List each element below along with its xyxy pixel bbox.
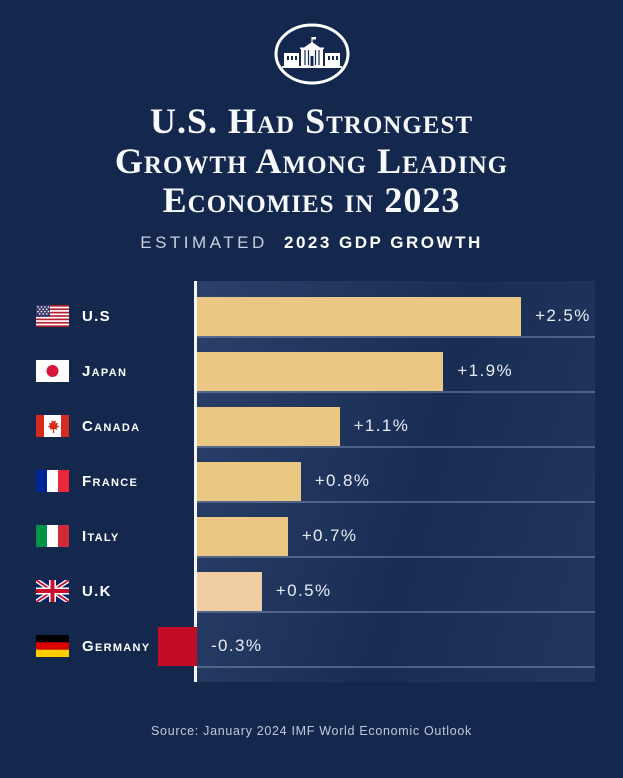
- country-label: Japan: [82, 362, 128, 380]
- bar-track: +0.7%: [197, 516, 595, 572]
- row-label: Japan: [28, 352, 197, 391]
- row-label: France: [28, 462, 197, 501]
- japan-flag-icon: [36, 360, 69, 383]
- row-label: U.S: [28, 297, 197, 336]
- bar: [197, 296, 522, 336]
- gridline: [197, 500, 595, 503]
- bar-value-label: +2.5%: [535, 306, 591, 326]
- bar-track: +0.5%: [197, 571, 595, 627]
- germany-flag-icon: [36, 635, 69, 658]
- bar-chart: U.S +2.5% Japan +1.9% Canada +1.1%: [28, 280, 595, 682]
- country-label: Germany: [82, 637, 151, 655]
- bar-value-label: -0.3%: [211, 636, 263, 656]
- bar-track: +2.5%: [197, 296, 595, 352]
- bar-value-label: +0.7%: [301, 526, 358, 546]
- gridline: [197, 390, 595, 393]
- bar-track: +0.8%: [197, 461, 595, 517]
- chart-row: Italy +0.7%: [28, 516, 595, 572]
- bar: [158, 626, 197, 666]
- chart-row: Japan +1.9%: [28, 351, 595, 407]
- chart-row: Germany -0.3%: [28, 626, 595, 682]
- chart-row: Canada +1.1%: [28, 406, 595, 462]
- bar-value-label: +1.9%: [457, 361, 513, 381]
- row-label: Canada: [28, 407, 197, 446]
- country-label: Canada: [82, 417, 141, 435]
- gridline: [197, 555, 595, 558]
- chart-rows: U.S +2.5% Japan +1.9% Canada +1.1%: [28, 281, 595, 682]
- subtitle-bold: 2023 GDP Growth: [284, 232, 483, 252]
- uk-flag-icon: [36, 580, 69, 603]
- title-line-2: Growth Among Leading: [114, 140, 509, 181]
- subtitle-light: Estimated: [140, 232, 268, 252]
- row-label: U.K: [28, 572, 197, 611]
- bar: [197, 571, 262, 611]
- chart-row: U.S +2.5%: [28, 296, 595, 352]
- bar-value-label: +0.8%: [314, 471, 371, 491]
- gridline: [197, 665, 595, 668]
- country-label: U.K: [82, 582, 112, 600]
- bar-value-label: +1.1%: [353, 416, 410, 436]
- chart-row: France +0.8%: [28, 461, 595, 517]
- chart-row: U.K +0.5%: [28, 571, 595, 627]
- chart-subtitle: Estimated 2023 GDP Growth: [0, 233, 623, 253]
- gridline: [197, 335, 595, 338]
- gridline: [197, 445, 595, 448]
- bar: [197, 461, 301, 501]
- white-house-logo-icon: [274, 23, 349, 85]
- row-label: Germany: [28, 627, 197, 666]
- title-line-1: U.S. Had Strongest: [149, 101, 474, 141]
- row-label: Italy: [28, 517, 197, 556]
- page-title: U.S. Had Strongest Growth Among Leading …: [0, 101, 623, 221]
- us-flag-icon: [36, 305, 69, 328]
- bar-track: -0.3%: [158, 626, 595, 682]
- source-note: Source: January 2024 IMF World Economic …: [151, 723, 472, 738]
- title-line-3: Economies in 2023: [162, 180, 461, 221]
- bar: [197, 351, 444, 391]
- france-flag-icon: [36, 470, 69, 493]
- country-label: Italy: [82, 527, 120, 545]
- canada-flag-icon: [36, 415, 69, 438]
- gridline: [197, 610, 595, 613]
- country-label: U.S: [82, 307, 111, 325]
- bar: [197, 406, 340, 446]
- bar: [197, 516, 288, 556]
- bar-track: +1.9%: [197, 351, 595, 407]
- italy-flag-icon: [36, 525, 69, 548]
- country-label: France: [82, 472, 139, 490]
- bar-value-label: +0.5%: [275, 581, 332, 601]
- bar-track: +1.1%: [197, 406, 595, 462]
